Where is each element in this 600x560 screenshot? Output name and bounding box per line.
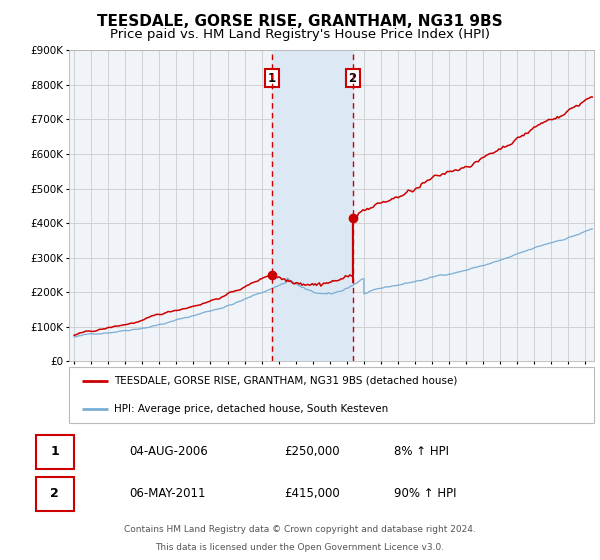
Text: HPI: Average price, detached house, South Kesteven: HPI: Average price, detached house, Sout… <box>113 404 388 414</box>
Text: 2: 2 <box>349 72 356 85</box>
Text: Price paid vs. HM Land Registry's House Price Index (HPI): Price paid vs. HM Land Registry's House … <box>110 28 490 41</box>
Text: 06-MAY-2011: 06-MAY-2011 <box>130 487 206 501</box>
Text: 04-AUG-2006: 04-AUG-2006 <box>130 445 208 459</box>
Text: £250,000: £250,000 <box>284 445 340 459</box>
Text: 1: 1 <box>268 72 275 85</box>
Text: TEESDALE, GORSE RISE, GRANTHAM, NG31 9BS: TEESDALE, GORSE RISE, GRANTHAM, NG31 9BS <box>97 14 503 29</box>
Text: Contains HM Land Registry data © Crown copyright and database right 2024.: Contains HM Land Registry data © Crown c… <box>124 525 476 534</box>
Text: TEESDALE, GORSE RISE, GRANTHAM, NG31 9BS (detached house): TEESDALE, GORSE RISE, GRANTHAM, NG31 9BS… <box>113 376 457 386</box>
Text: 1: 1 <box>50 445 59 459</box>
FancyBboxPatch shape <box>35 477 74 511</box>
Text: £415,000: £415,000 <box>284 487 340 501</box>
Text: 2: 2 <box>50 487 59 501</box>
FancyBboxPatch shape <box>35 435 74 469</box>
Text: 8% ↑ HPI: 8% ↑ HPI <box>394 445 449 459</box>
Text: 90% ↑ HPI: 90% ↑ HPI <box>394 487 457 501</box>
Bar <box>272 50 353 361</box>
Text: This data is licensed under the Open Government Licence v3.0.: This data is licensed under the Open Gov… <box>155 543 445 552</box>
